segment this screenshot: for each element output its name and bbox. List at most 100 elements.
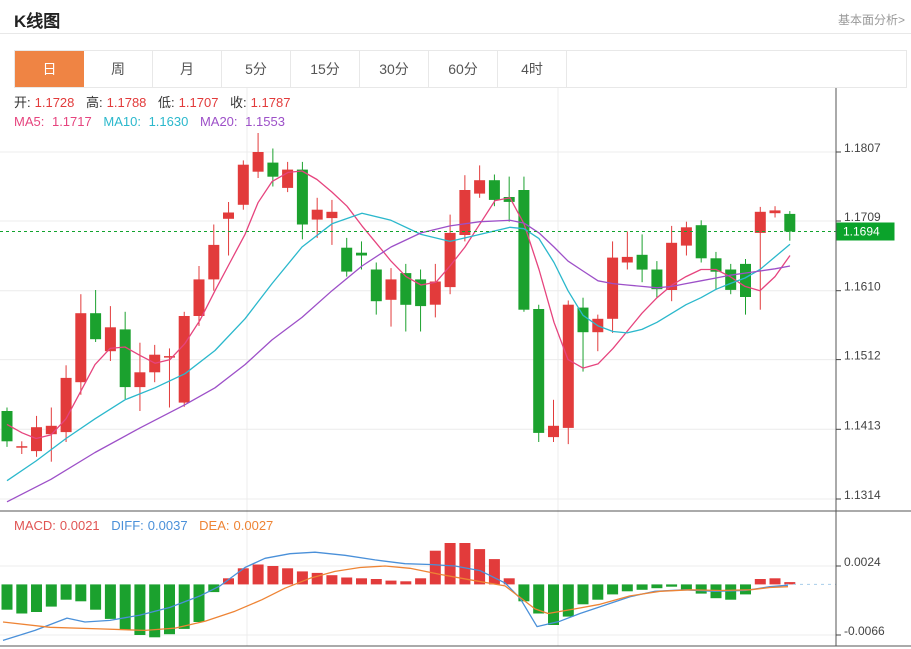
macd-hist-bar [533, 584, 545, 614]
tab-15min[interactable]: 15分 [291, 51, 360, 87]
candle-body [75, 313, 87, 383]
title-divider [0, 33, 911, 34]
candle-body [651, 269, 663, 290]
tab-5min[interactable]: 5分 [222, 51, 291, 87]
price-axis-label: 1.1709 [844, 210, 881, 224]
candle-body [400, 273, 412, 305]
price-axis-label: 1.1512 [844, 349, 881, 363]
candle-body [356, 252, 367, 256]
tab-4hour[interactable]: 4时 [498, 51, 567, 87]
candle-body [208, 244, 220, 280]
tab-30min[interactable]: 30分 [360, 51, 429, 87]
macd-hist-bar [459, 543, 471, 585]
tab-month[interactable]: 月 [153, 51, 222, 87]
macd-hist-bar [474, 549, 486, 585]
ma5-line [6, 170, 791, 440]
price-axis-label: 1.1314 [844, 488, 881, 502]
current-price-badge-value: 1.1694 [843, 225, 880, 239]
tabbar-filler [567, 51, 906, 87]
current-price-badge: 1.1694 [836, 222, 895, 241]
candles-layer [1, 133, 796, 462]
macd-hist-layer [1, 543, 796, 638]
price-axis-label: 1.1807 [844, 141, 881, 155]
candle-body [178, 316, 190, 403]
page-title: K线图 [14, 12, 61, 31]
macd-hist-bar [164, 584, 175, 635]
macd-hist-bar [518, 584, 530, 602]
macd-hist-bar [341, 577, 353, 585]
tab-60min[interactable]: 60分 [429, 51, 498, 87]
candle-body [193, 279, 205, 316]
candle-body [666, 242, 678, 290]
macd-hist-bar [370, 579, 382, 585]
candle-body [311, 209, 323, 220]
macd-hist-bar [562, 584, 574, 617]
macd-hist-bar [651, 584, 663, 589]
macd-hist-bar [621, 584, 633, 592]
macd-hist-bar [666, 584, 678, 587]
axis-labels-layer: 1.1807 1.1709 1.1610 1.1512 1.1413 1.1314 0.00… [836, 141, 885, 638]
macd-hist-bar [311, 572, 323, 585]
macd-hist-bar [326, 575, 338, 585]
frame-layer [0, 88, 911, 647]
macd-hist-bar [592, 584, 604, 600]
candle-body [60, 377, 72, 433]
macd-hist-bar [754, 579, 766, 585]
macd-lines-layer [2, 551, 789, 642]
candle-body [104, 327, 116, 352]
candle-body [444, 232, 456, 288]
candle-body [636, 254, 648, 270]
candle-body [415, 279, 427, 307]
macd-hist-bar [119, 584, 131, 630]
macd-hist-bar [193, 584, 205, 622]
candle-body [31, 427, 42, 452]
dea-line [2, 565, 789, 632]
candle-body [725, 269, 737, 290]
candle-body [223, 212, 234, 219]
macd-hist-bar [75, 584, 87, 602]
candle-body [370, 269, 382, 302]
candle-body [164, 356, 175, 358]
price-axis-label: 1.1413 [844, 418, 881, 432]
candle-body [695, 225, 707, 259]
macd-hist-bar [252, 564, 264, 585]
macd-axis-label: -0.0066 [844, 624, 885, 638]
macd-hist-bar [60, 584, 72, 600]
candle-body [282, 169, 294, 188]
candle-body [1, 411, 13, 442]
macd-hist-bar [104, 584, 116, 619]
macd-hist-bar [385, 580, 397, 585]
macd-hist-bar [237, 568, 249, 585]
candle-body [16, 446, 28, 448]
candle-body [45, 425, 57, 435]
candle-body [119, 329, 131, 388]
macd-hist-bar [1, 584, 13, 610]
macd-hist-bar [444, 543, 456, 585]
candle-body [503, 197, 515, 202]
fundamental-analysis-link[interactable]: 基本面分析> [837, 13, 905, 27]
macd-hist-bar [223, 578, 234, 585]
candle-body [252, 152, 264, 172]
macd-hist-bar [134, 584, 146, 635]
macd-hist-bar [607, 584, 619, 595]
candle-body [784, 213, 796, 232]
candle-body [740, 263, 751, 297]
tab-week[interactable]: 周 [84, 51, 153, 87]
macd-axis-label: 0.0024 [844, 555, 881, 569]
candle-body [562, 304, 574, 428]
price-axis-label: 1.1610 [844, 280, 881, 294]
candle-body [488, 180, 500, 200]
candle-body [769, 210, 781, 214]
macd-hist-bar [488, 559, 500, 585]
macd-hist-bar [282, 568, 294, 585]
candle-body [533, 309, 545, 433]
macd-hist-bar [16, 584, 28, 614]
macd-hist-bar [725, 584, 737, 600]
macd-hist-bar [636, 584, 648, 590]
candle-body [577, 307, 589, 333]
tab-day[interactable]: 日 [15, 51, 84, 87]
macd-hist-bar [769, 578, 781, 585]
macd-hist-bar [503, 578, 515, 585]
candle-body [680, 227, 692, 246]
